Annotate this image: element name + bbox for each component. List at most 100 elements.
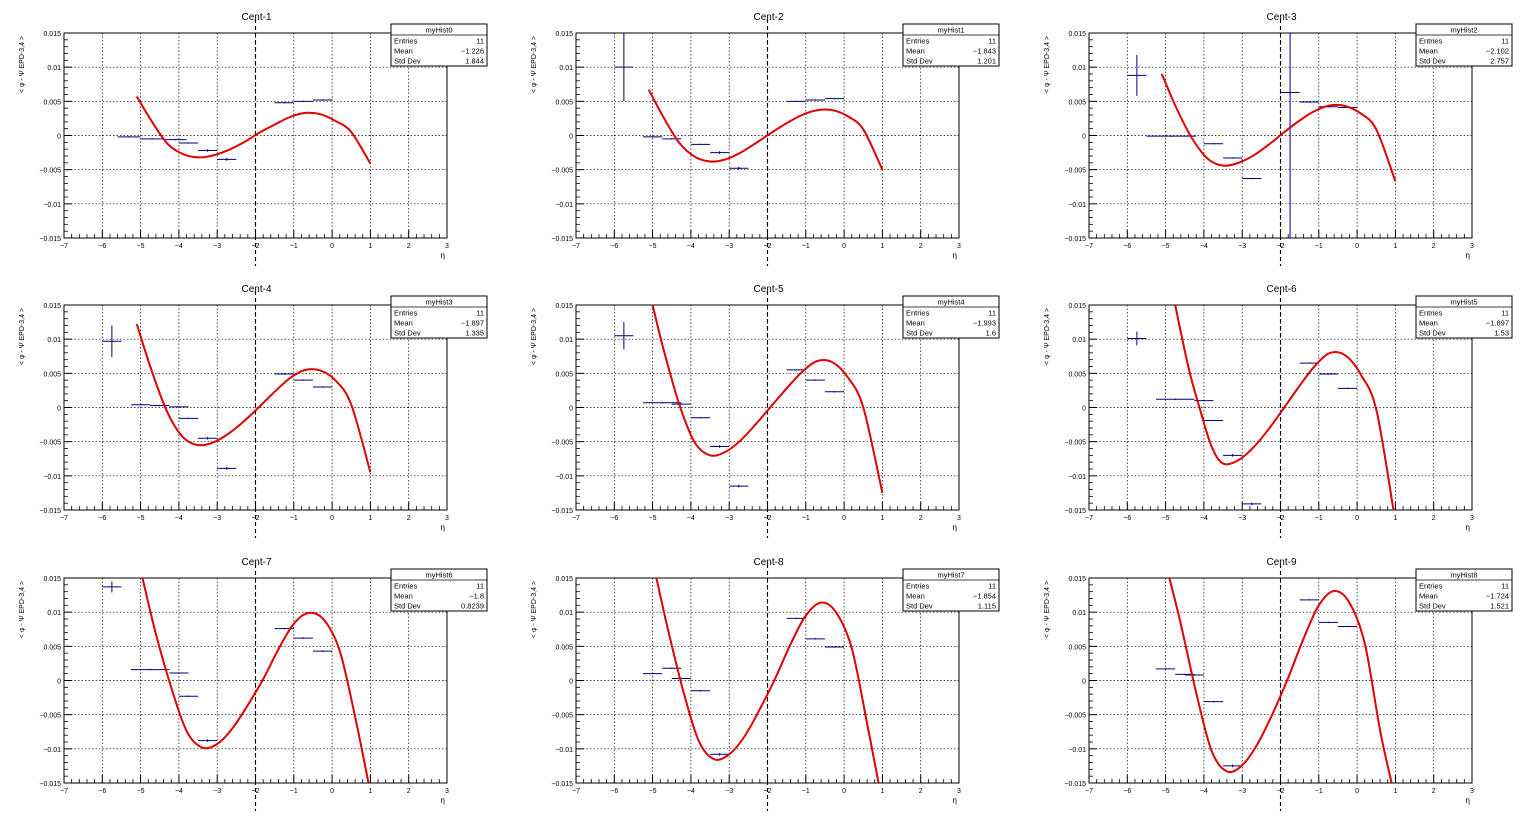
- y-tick-label: 0: [57, 134, 61, 141]
- x-tick-label: 2: [919, 788, 923, 795]
- y-axis-label: < φ - Ψ EPD-3,4 >: [19, 308, 26, 365]
- y-tick-label: 0.015: [43, 576, 61, 583]
- x-tick-label: −1: [802, 243, 810, 250]
- x-tick-label: 2: [1432, 243, 1436, 250]
- stats-hist-name: myHist8: [1450, 571, 1477, 580]
- x-tick-label: 3: [1470, 243, 1474, 250]
- data-point-3: [163, 138, 187, 141]
- stats-std-value: 1.6: [986, 329, 996, 338]
- y-tick-label: 0.015: [1068, 576, 1086, 583]
- y-tick-label: −0.005: [39, 713, 61, 720]
- x-tick-label: 2: [1432, 515, 1436, 522]
- y-tick-label: 0.01: [1072, 65, 1086, 72]
- data-point-5: [178, 417, 199, 420]
- stats-box-frame: [902, 295, 1000, 339]
- y-tick-label: −0.015: [1064, 781, 1086, 788]
- y-axis-label: < φ - Ψ EPD-3,4 >: [531, 36, 538, 93]
- x-tick-label: −1: [802, 788, 810, 795]
- data-point-5: [710, 445, 730, 448]
- stats-mean-label: Mean: [1419, 319, 1438, 328]
- x-tick-label: −7: [60, 788, 68, 795]
- stats-box-frame: [390, 23, 488, 67]
- x-tick-label: −3: [1238, 243, 1246, 250]
- data-point-6: [786, 617, 806, 619]
- x-tick-label: 2: [919, 515, 923, 522]
- data-point-5: [1242, 177, 1262, 180]
- fit-curve: [651, 305, 884, 494]
- stats-entries-label: Entries: [906, 309, 930, 318]
- x-tick-label: −4: [687, 515, 695, 522]
- x-tick-label: −1: [290, 243, 298, 250]
- panel-title: Cent-3: [1266, 12, 1296, 23]
- x-tick-label: −5: [649, 515, 657, 522]
- stats-entries-label: Entries: [394, 582, 418, 591]
- x-tick-label: −1: [1315, 515, 1323, 522]
- y-tick-label: −0.015: [551, 781, 573, 788]
- y-tick-label: 0.01: [559, 65, 573, 72]
- x-tick-label: −3: [213, 243, 221, 250]
- stats-std-label: Std Dev: [1419, 329, 1446, 338]
- y-tick-label: −0.015: [39, 508, 61, 515]
- x-tick-label: 0: [1355, 788, 1359, 795]
- x-tick-label: −5: [1162, 515, 1170, 522]
- data-point-7: [1318, 621, 1338, 624]
- data-point-1: [1127, 54, 1147, 96]
- data-point-5: [710, 151, 730, 154]
- stats-hist-name: myHist6: [425, 571, 452, 580]
- data-point-1: [117, 136, 141, 138]
- x-tick-label: −6: [610, 515, 618, 522]
- x-tick-label: −1: [802, 515, 810, 522]
- x-tick-label: 0: [842, 243, 846, 250]
- x-tick-label: 2: [407, 243, 411, 250]
- x-tick-label: 3: [957, 788, 961, 795]
- x-tick-label: 3: [445, 515, 449, 522]
- y-tick-label: −0.01: [43, 474, 61, 481]
- x-tick-label: −3: [725, 243, 733, 250]
- stats-mean-value: −1.897: [461, 319, 484, 328]
- x-tick-label: −6: [1123, 788, 1131, 795]
- fit-curve: [141, 578, 370, 783]
- y-tick-label: −0.01: [1068, 747, 1086, 754]
- y-tick-label: −0.01: [1068, 202, 1086, 209]
- panel-8: −0.015 −0.01 −0.005 0 0.005 0.01 0.015 −7 −6 −5 −4…: [531, 557, 1000, 811]
- x-tick-label: −5: [137, 515, 145, 522]
- stats-box: myHist1 Entries 11 Mean −1.843 Std Dev 1.201: [902, 23, 1000, 67]
- stats-std-label: Std Dev: [906, 602, 933, 611]
- x-tick-label: 3: [957, 243, 961, 250]
- y-tick-label: 0: [1082, 134, 1086, 141]
- y-axis-label: < φ - Ψ EPD-3,4 >: [1044, 581, 1051, 638]
- panel-title: Cent-1: [241, 12, 271, 23]
- stats-entries-value: 11: [476, 309, 484, 318]
- x-tick-label: 2: [919, 243, 923, 250]
- stats-box: myHist8 Entries 11 Mean −1.724 Std Dev 1.521: [1415, 568, 1513, 612]
- y-tick-label: −0.01: [555, 202, 573, 209]
- data-point-5: [1223, 764, 1243, 768]
- data-point-1: [614, 33, 634, 102]
- stats-box: myHist0 Entries 11 Mean −1.226 Std Dev 1.844: [390, 23, 488, 67]
- stats-box: myHist6 Entries 11 Mean −1.8 Std Dev 0.8239: [390, 568, 488, 612]
- y-tick-label: −0.01: [1068, 474, 1086, 481]
- stats-mean-label: Mean: [394, 319, 413, 328]
- x-tick-label: 0: [842, 515, 846, 522]
- x-tick-label: −3: [725, 788, 733, 795]
- data-point-1: [643, 672, 663, 675]
- x-tick-label: −5: [1162, 788, 1170, 795]
- y-tick-label: −0.005: [1064, 168, 1086, 175]
- data-point-4: [690, 143, 711, 146]
- y-tick-label: −0.005: [1064, 713, 1086, 720]
- stats-std-value: 0.8239: [461, 602, 484, 611]
- y-tick-label: 0.005: [43, 644, 61, 651]
- panel-7: −0.015 −0.01 −0.005 0 0.005 0.01 0.015 −7 −6 −5 −4…: [19, 557, 488, 811]
- data-point-3: [169, 672, 189, 674]
- data-point-3: [1203, 143, 1224, 145]
- stats-box-frame: [390, 568, 488, 612]
- stats-mean-label: Mean: [906, 592, 925, 601]
- stats-mean-label: Mean: [394, 47, 413, 56]
- y-tick-label: −0.015: [39, 781, 61, 788]
- stats-box: myHist3 Entries 11 Mean −1.897 Std Dev 1.335: [390, 295, 488, 339]
- y-tick-label: 0.005: [555, 644, 573, 651]
- x-tick-label: −6: [98, 243, 106, 250]
- stats-box: myHist4 Entries 11 Mean −1.993 Std Dev 1.6: [902, 295, 1000, 339]
- x-tick-label: 1: [1393, 515, 1397, 522]
